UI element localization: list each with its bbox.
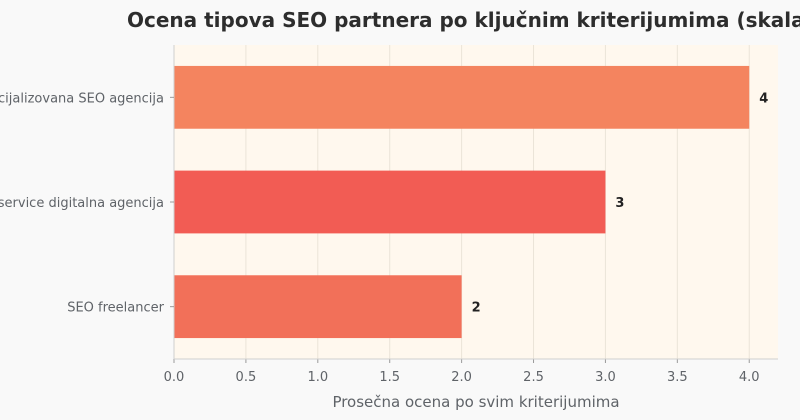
x-tick-label: 0.5 — [236, 370, 257, 385]
x-tick-label: 0.0 — [164, 370, 185, 385]
x-tick-label: 2.0 — [451, 370, 472, 385]
x-axis-title: Prosečna ocena po svim kriterijumima — [332, 393, 619, 411]
data-label: 3 — [615, 196, 624, 211]
bar — [174, 65, 750, 129]
x-tick-label: 4.0 — [739, 370, 760, 385]
x-tick-label: 1.0 — [307, 370, 328, 385]
bars: 4 3 2 — [174, 65, 768, 339]
data-label: 2 — [472, 301, 481, 316]
chart-title: Ocena tipova SEO partnera po ključnim kr… — [127, 8, 800, 32]
bar — [174, 170, 606, 234]
bar — [174, 275, 462, 339]
x-tick-label: 2.5 — [523, 370, 544, 385]
x-tick-label: 3.0 — [595, 370, 616, 385]
x-axis: 0.0 0.5 1.0 1.5 2.0 2.5 3.0 3.5 4.0 Specijalizova… — [0, 45, 778, 385]
category-label: SEO freelancer — [67, 301, 164, 316]
category-label: Specijalizovana SEO agencija — [0, 91, 164, 106]
x-tick-label: 3.5 — [667, 370, 688, 385]
data-label: 4 — [759, 91, 768, 106]
x-tick-label: 1.5 — [379, 370, 400, 385]
category-label: Full-service digitalna agencija — [0, 196, 164, 211]
